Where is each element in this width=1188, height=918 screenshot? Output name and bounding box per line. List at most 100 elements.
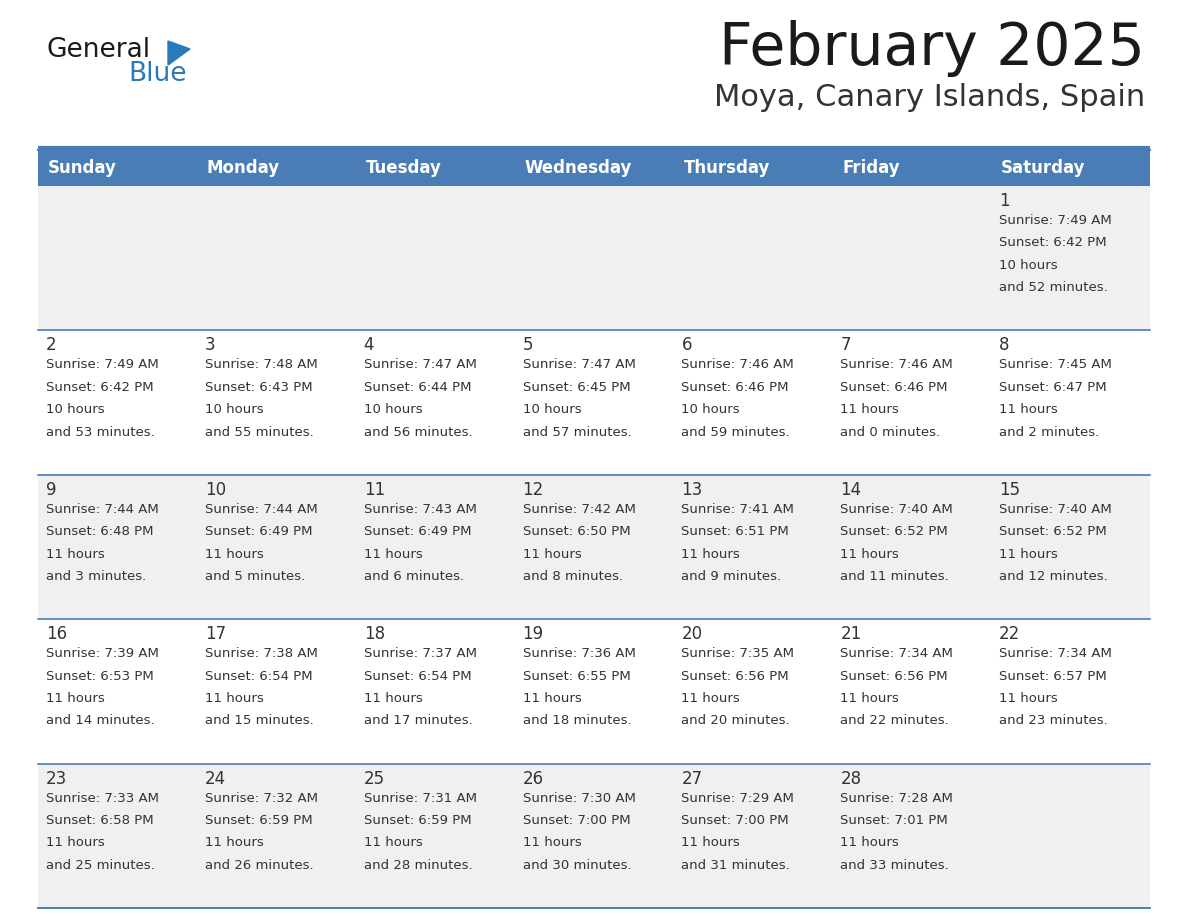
Text: and 8 minutes.: and 8 minutes. xyxy=(523,570,623,583)
Text: 11 hours: 11 hours xyxy=(840,403,899,416)
Text: Sunrise: 7:40 AM: Sunrise: 7:40 AM xyxy=(999,503,1112,516)
Text: Sunset: 6:42 PM: Sunset: 6:42 PM xyxy=(46,381,153,394)
Text: and 33 minutes.: and 33 minutes. xyxy=(840,858,949,872)
Text: 7: 7 xyxy=(840,336,851,354)
Text: 3: 3 xyxy=(204,336,215,354)
Text: Sunrise: 7:38 AM: Sunrise: 7:38 AM xyxy=(204,647,317,660)
Text: Sunset: 6:56 PM: Sunset: 6:56 PM xyxy=(840,669,948,683)
Text: and 2 minutes.: and 2 minutes. xyxy=(999,426,1099,439)
Text: 16: 16 xyxy=(46,625,68,644)
Text: 14: 14 xyxy=(840,481,861,498)
Text: 23: 23 xyxy=(46,769,68,788)
Text: 11 hours: 11 hours xyxy=(46,547,105,561)
Text: 6: 6 xyxy=(682,336,691,354)
Text: and 28 minutes.: and 28 minutes. xyxy=(364,858,473,872)
Text: February 2025: February 2025 xyxy=(719,20,1145,77)
Text: Monday: Monday xyxy=(207,159,280,177)
Text: 11 hours: 11 hours xyxy=(204,692,264,705)
Text: Sunrise: 7:48 AM: Sunrise: 7:48 AM xyxy=(204,358,317,372)
Text: 19: 19 xyxy=(523,625,544,644)
Bar xyxy=(355,150,514,186)
Text: Sunrise: 7:46 AM: Sunrise: 7:46 AM xyxy=(840,358,953,372)
Text: Sunrise: 7:39 AM: Sunrise: 7:39 AM xyxy=(46,647,159,660)
Text: Wednesday: Wednesday xyxy=(525,159,632,177)
Text: Sunrise: 7:47 AM: Sunrise: 7:47 AM xyxy=(364,358,476,372)
Text: 1: 1 xyxy=(999,192,1010,210)
Text: 20: 20 xyxy=(682,625,702,644)
Text: Sunset: 6:49 PM: Sunset: 6:49 PM xyxy=(204,525,312,538)
Text: Sunset: 6:51 PM: Sunset: 6:51 PM xyxy=(682,525,789,538)
Text: Sunrise: 7:49 AM: Sunrise: 7:49 AM xyxy=(999,214,1112,227)
Polygon shape xyxy=(168,41,190,65)
Text: 11 hours: 11 hours xyxy=(46,836,105,849)
Text: and 11 minutes.: and 11 minutes. xyxy=(840,570,949,583)
Text: Sunrise: 7:47 AM: Sunrise: 7:47 AM xyxy=(523,358,636,372)
Text: and 14 minutes.: and 14 minutes. xyxy=(46,714,154,727)
Text: and 3 minutes.: and 3 minutes. xyxy=(46,570,146,583)
Text: 24: 24 xyxy=(204,769,226,788)
Text: Sunrise: 7:37 AM: Sunrise: 7:37 AM xyxy=(364,647,476,660)
Text: 18: 18 xyxy=(364,625,385,644)
Text: Sunrise: 7:49 AM: Sunrise: 7:49 AM xyxy=(46,358,159,372)
Text: Sunset: 6:49 PM: Sunset: 6:49 PM xyxy=(364,525,472,538)
Text: and 55 minutes.: and 55 minutes. xyxy=(204,426,314,439)
Text: 11 hours: 11 hours xyxy=(364,547,423,561)
Text: 11 hours: 11 hours xyxy=(523,692,581,705)
Text: 11: 11 xyxy=(364,481,385,498)
Text: and 22 minutes.: and 22 minutes. xyxy=(840,714,949,727)
Text: Sunset: 7:01 PM: Sunset: 7:01 PM xyxy=(840,814,948,827)
Text: 26: 26 xyxy=(523,769,544,788)
Text: Sunrise: 7:41 AM: Sunrise: 7:41 AM xyxy=(682,503,795,516)
Text: Sunset: 6:52 PM: Sunset: 6:52 PM xyxy=(840,525,948,538)
Bar xyxy=(514,150,674,186)
Text: Sunrise: 7:43 AM: Sunrise: 7:43 AM xyxy=(364,503,476,516)
Bar xyxy=(38,186,1150,330)
Text: Sunset: 6:59 PM: Sunset: 6:59 PM xyxy=(364,814,472,827)
Text: 28: 28 xyxy=(840,769,861,788)
Text: 11 hours: 11 hours xyxy=(999,692,1057,705)
Text: 10 hours: 10 hours xyxy=(523,403,581,416)
Text: 25: 25 xyxy=(364,769,385,788)
Text: Sunset: 6:57 PM: Sunset: 6:57 PM xyxy=(999,669,1107,683)
Bar xyxy=(833,150,991,186)
Text: Sunset: 6:54 PM: Sunset: 6:54 PM xyxy=(364,669,472,683)
Text: Thursday: Thursday xyxy=(683,159,770,177)
Text: Sunrise: 7:44 AM: Sunrise: 7:44 AM xyxy=(204,503,317,516)
Text: 27: 27 xyxy=(682,769,702,788)
Text: Sunrise: 7:35 AM: Sunrise: 7:35 AM xyxy=(682,647,795,660)
Text: 11 hours: 11 hours xyxy=(364,692,423,705)
Text: 11 hours: 11 hours xyxy=(682,547,740,561)
Text: 9: 9 xyxy=(46,481,57,498)
Bar xyxy=(197,150,355,186)
Text: 21: 21 xyxy=(840,625,861,644)
Text: Saturday: Saturday xyxy=(1001,159,1086,177)
Text: and 23 minutes.: and 23 minutes. xyxy=(999,714,1108,727)
Text: and 18 minutes.: and 18 minutes. xyxy=(523,714,631,727)
Text: 11 hours: 11 hours xyxy=(364,836,423,849)
Text: 11 hours: 11 hours xyxy=(523,836,581,849)
Text: 11 hours: 11 hours xyxy=(46,692,105,705)
Text: and 20 minutes.: and 20 minutes. xyxy=(682,714,790,727)
Text: Sunset: 6:48 PM: Sunset: 6:48 PM xyxy=(46,525,153,538)
Text: 10 hours: 10 hours xyxy=(364,403,423,416)
Bar xyxy=(38,620,1150,764)
Text: 11 hours: 11 hours xyxy=(682,692,740,705)
Text: Sunrise: 7:30 AM: Sunrise: 7:30 AM xyxy=(523,791,636,804)
Text: Sunset: 6:55 PM: Sunset: 6:55 PM xyxy=(523,669,631,683)
Bar xyxy=(991,150,1150,186)
Text: and 52 minutes.: and 52 minutes. xyxy=(999,281,1108,294)
Text: 4: 4 xyxy=(364,336,374,354)
Bar xyxy=(38,150,197,186)
Text: Sunrise: 7:34 AM: Sunrise: 7:34 AM xyxy=(999,647,1112,660)
Text: and 17 minutes.: and 17 minutes. xyxy=(364,714,473,727)
Text: Sunrise: 7:31 AM: Sunrise: 7:31 AM xyxy=(364,791,476,804)
Text: Sunset: 6:45 PM: Sunset: 6:45 PM xyxy=(523,381,630,394)
Text: 8: 8 xyxy=(999,336,1010,354)
Text: and 15 minutes.: and 15 minutes. xyxy=(204,714,314,727)
Text: and 30 minutes.: and 30 minutes. xyxy=(523,858,631,872)
Text: 11 hours: 11 hours xyxy=(682,836,740,849)
Text: 10 hours: 10 hours xyxy=(999,259,1057,272)
Text: 11 hours: 11 hours xyxy=(999,403,1057,416)
Text: 5: 5 xyxy=(523,336,533,354)
Text: 11 hours: 11 hours xyxy=(999,547,1057,561)
